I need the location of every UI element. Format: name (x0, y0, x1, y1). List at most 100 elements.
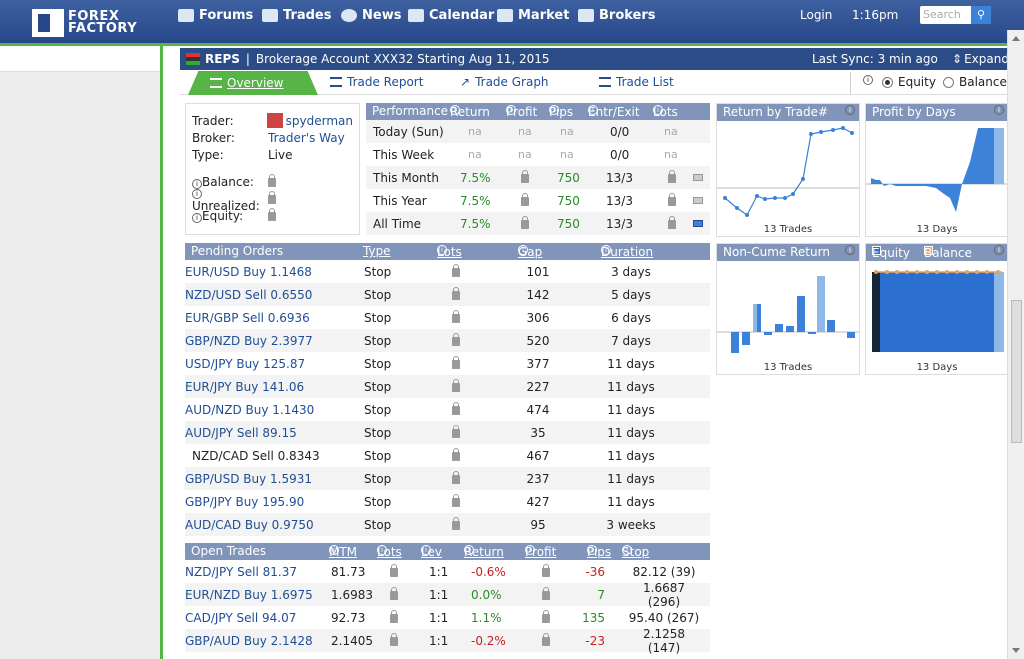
scroll-down-icon[interactable] (1012, 648, 1020, 653)
order-link[interactable]: USD/JPY Buy 125.87 (185, 356, 306, 371)
lock-icon (521, 193, 529, 206)
unrealized-label: Unrealized: (192, 198, 260, 213)
nav-brokers[interactable]: Brokers (578, 0, 656, 30)
info-icon[interactable]: i (994, 245, 1004, 255)
logo-line2: FACTORY (68, 21, 138, 36)
order-link[interactable]: AUD/CAD Buy 0.9750 (185, 517, 314, 532)
pips-value: na (560, 148, 574, 161)
left-sidebar (0, 71, 164, 659)
radio-label: Equity (898, 75, 936, 89)
site-header: FOREX FACTORY Forums Trades News Calendar… (0, 0, 1024, 46)
chart-toggle-icon[interactable] (693, 174, 703, 181)
tab-label: Trade Graph (475, 75, 549, 89)
nav-label: Calendar (429, 7, 495, 23)
expand-icon: ⇕ (952, 52, 963, 66)
trade-link[interactable]: CAD/JPY Sell 94.07 (185, 610, 297, 625)
nav-forums[interactable]: Forums (178, 0, 253, 30)
chart-toggle-icon[interactable] (693, 220, 703, 227)
search-icon[interactable]: ⚲ (971, 6, 991, 24)
trader-avatar[interactable] (266, 113, 283, 128)
page-scrollbar[interactable] (1007, 30, 1024, 659)
trader-label: Trader: (192, 113, 234, 128)
forums-icon (178, 8, 194, 22)
order-duration: 6 days (611, 310, 651, 325)
order-duration: 11 days (607, 402, 655, 417)
order-link[interactable]: GBP/NZD Buy 2.3977 (185, 333, 313, 348)
equity-radio[interactable]: Equity (882, 75, 936, 89)
info-icon[interactable]: i (994, 105, 1004, 115)
nav-label: Trades (283, 7, 332, 23)
tab-trade-graph[interactable]: ↗ Trade Graph (460, 75, 549, 89)
order-link[interactable]: GBP/USD Buy 1.5931 (185, 471, 313, 486)
scroll-up-icon[interactable] (1012, 36, 1020, 41)
expand-button[interactable]: ⇕ Expand (952, 52, 1009, 66)
chart-toggle-icon[interactable] (693, 197, 703, 204)
order-type: Stop (364, 517, 392, 532)
info-icon[interactable]: i (845, 245, 855, 255)
order-link[interactable]: EUR/GBP Sell 0.6936 (185, 310, 310, 325)
legend-swatch (924, 246, 933, 255)
order-type: Stop (364, 494, 392, 509)
col-performance: Performance (372, 104, 449, 118)
order-link[interactable]: AUD/JPY Sell 89.15 (185, 425, 297, 440)
search-input[interactable]: Search ⚲ (920, 6, 991, 24)
performance-row: This Week na na na 0/0 na (366, 143, 710, 166)
return-by-trade-chart[interactable]: Return by Trade# i 13 Trades (716, 103, 860, 237)
tab-overview[interactable]: Overview (188, 71, 318, 95)
nav-trades[interactable]: Trades (262, 0, 331, 30)
lock-icon (390, 610, 398, 623)
order-link[interactable]: AUD/NZD Buy 1.1430 (185, 402, 315, 417)
order-duration: 11 days (607, 356, 655, 371)
broker-label: Broker: (192, 130, 235, 145)
trade-leverage: 1:1 (429, 564, 449, 579)
tab-trade-list[interactable]: Trade List (599, 75, 674, 89)
non-cume-return-chart[interactable]: Non-Cume Return i 13 Trades (716, 243, 860, 375)
trader-name-link[interactable]: spyderman (285, 113, 353, 128)
legend-label: Balance (924, 246, 972, 260)
lock-icon (452, 425, 460, 438)
broker-link[interactable]: Trader's Way (268, 130, 345, 145)
search-placeholder: Search (923, 8, 961, 21)
period-label: This Year (373, 193, 427, 208)
info-icon[interactable]: i (192, 188, 202, 199)
nav-news[interactable]: News (341, 0, 401, 30)
tab-trade-report[interactable]: Trade Report (330, 75, 423, 89)
order-link[interactable]: EUR/USD Buy 1.1468 (185, 264, 312, 279)
trade-link[interactable]: GBP/AUD Buy 2.1428 (185, 633, 313, 648)
trade-link[interactable]: NZD/JPY Sell 81.37 (185, 564, 297, 579)
pending-order-row: USD/JPY Buy 125.87 Stop 377 11 days (185, 352, 710, 375)
order-link[interactable]: EUR/JPY Buy 141.06 (185, 379, 305, 394)
accent-divider (160, 46, 178, 659)
return-line-plot (717, 126, 859, 217)
order-type: Stop (364, 471, 392, 486)
entr-exit-value: 0/0 (610, 147, 630, 162)
nav-market[interactable]: Market (497, 0, 569, 30)
nav-calendar[interactable]: Calendar (408, 0, 494, 30)
info-icon[interactable]: i (845, 105, 855, 115)
profit-by-days-chart[interactable]: Profit by Days i 13 Days (865, 103, 1009, 237)
equity-balance-chart[interactable]: Equity Balance i 13 Days (865, 243, 1009, 375)
return-value: na (468, 125, 482, 138)
order-gap: 95 (530, 517, 546, 532)
order-duration: 5 days (611, 287, 651, 302)
profit-value: na (518, 125, 532, 138)
trade-stop-gap: 2.1258 (147) (643, 626, 685, 655)
trade-stop-gap: 82.12 (39) (632, 564, 696, 579)
info-icon[interactable]: i (863, 75, 873, 85)
login-link[interactable]: Login (800, 8, 833, 22)
col-type[interactable]: Type (363, 244, 391, 258)
pips-value: 750 (557, 193, 580, 208)
order-link[interactable]: GBP/JPY Buy 195.90 (185, 494, 305, 509)
order-link[interactable]: NZD/USD Sell 0.6550 (185, 287, 313, 302)
forex-factory-logo[interactable]: FOREX FACTORY (32, 9, 137, 37)
info-icon[interactable]: i (192, 212, 202, 223)
scrollbar-thumb[interactable] (1011, 300, 1022, 443)
period-label: All Time (373, 216, 422, 231)
lock-icon (521, 216, 529, 229)
pips-value: 750 (557, 216, 580, 231)
trade-link[interactable]: EUR/NZD Buy 1.6975 (185, 587, 313, 602)
balance-radio[interactable]: Balance (943, 75, 1007, 89)
chart-caption: 13 Trades (763, 362, 813, 373)
info-icon[interactable]: i (192, 178, 202, 189)
lock-icon (452, 264, 460, 277)
